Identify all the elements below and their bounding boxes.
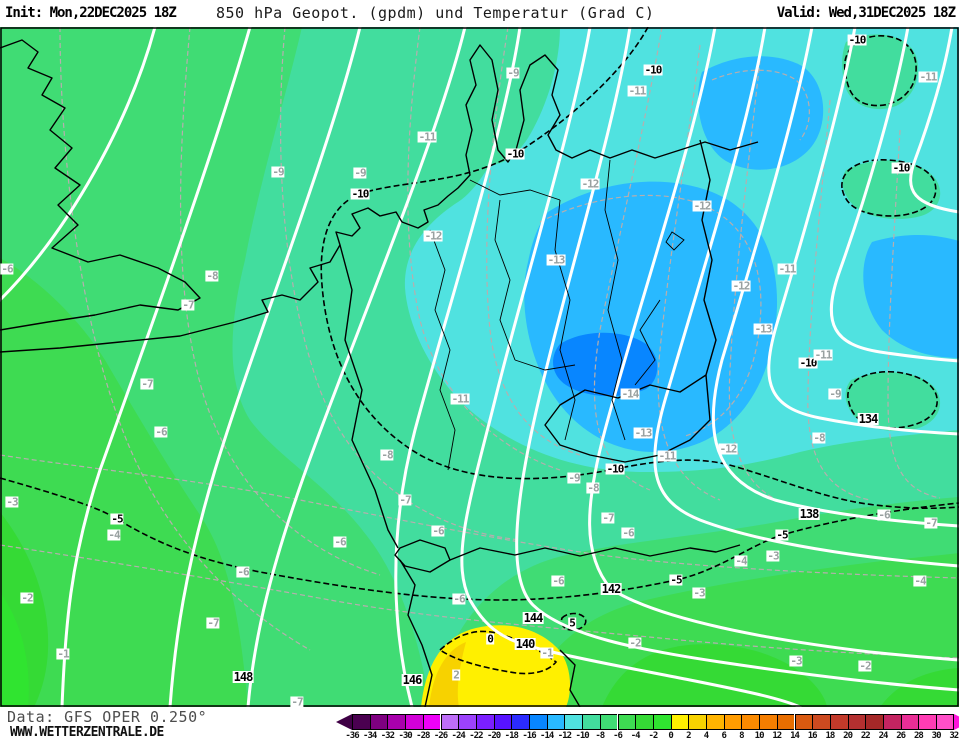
colorbar-tick-label: -22 — [469, 731, 483, 741]
colorbar-cell — [635, 714, 653, 730]
colorbar-tick-label: 0 — [668, 731, 674, 741]
colorbar-cell — [812, 714, 830, 730]
map-footer: Data: GFS OPER 0.250° WWW.WETTERZENTRALE… — [0, 707, 959, 741]
map-graphic — [0, 27, 959, 707]
colorbar-tick-label: -34 — [363, 731, 377, 741]
colorbar-cell — [900, 714, 919, 730]
colorbar-tick-label: 4 — [703, 731, 710, 741]
warm-bands-west — [0, 258, 248, 707]
colorbar-cell — [369, 714, 388, 730]
state-borders — [429, 159, 685, 471]
colorbar-tick-label: 20 — [843, 731, 853, 741]
colorbar-tick-label: 6 — [721, 731, 727, 741]
colorbar-cell — [776, 714, 795, 730]
colorbar-cell — [493, 714, 512, 730]
colorbar-tick-label: 10 — [754, 731, 765, 741]
colorbar-tick-label: 24 — [878, 731, 889, 741]
colorbar-cell — [599, 714, 618, 730]
colorbar-tick-label: -36 — [345, 731, 359, 741]
colorbar-tick-label: -18 — [504, 731, 519, 741]
colorbar-tick-label: -16 — [522, 731, 536, 741]
colorbar-tick-label: 32 — [949, 731, 959, 741]
colorbar-tick-label: -12 — [557, 731, 572, 741]
colorbar-tick-label: 28 — [913, 731, 924, 741]
colorbar-cell — [405, 714, 423, 730]
colorbar-cell — [759, 714, 777, 730]
colorbar-tick-label: -8 — [595, 731, 605, 741]
colorbar-cell — [546, 714, 565, 730]
colorbar-tick-label: 12 — [772, 731, 782, 741]
colorbar-tick-label: -4 — [630, 731, 641, 741]
colorbar-cell — [723, 714, 742, 730]
colorbar-cell — [440, 714, 459, 730]
colorbar-tick-label: -30 — [398, 731, 412, 741]
colorbar-tick-label: 2 — [686, 731, 692, 741]
colorbar-tick-label: 26 — [896, 731, 906, 741]
colorbar-tick-label: -20 — [486, 731, 501, 741]
colorbar-cell — [352, 714, 370, 730]
colorbar-cell — [652, 714, 671, 730]
colorbar-tick-label: -10 — [575, 731, 589, 741]
page-title: 850 hPa Geopot. (gpdm) und Temperatur (G… — [216, 4, 655, 22]
website-label: WWW.WETTERZENTRALE.DE — [10, 725, 164, 740]
colorbar-cell — [670, 714, 689, 730]
colorbar-cell — [511, 714, 529, 730]
colorbar-cell — [829, 714, 848, 730]
colorbar-tick-label: -14 — [540, 731, 554, 741]
colorbar-left-arrow — [336, 714, 352, 730]
colorbar-tick-label: -6 — [613, 731, 623, 741]
colorbar-right-arrow — [953, 714, 959, 730]
colorbar-cell — [847, 714, 866, 730]
weather-map-canvas: -6 -3 -2 -1 -5 -4 -7 -6 -7 -8 -7 -6 -9 -7 -6 -9 -10 -8 -7-… — [0, 27, 959, 708]
colorbar-cell — [706, 714, 724, 730]
colorbar-tick-label: -2 — [648, 731, 658, 741]
colorbar-tick-label: -28 — [416, 731, 430, 741]
colorbar-cell — [582, 714, 600, 730]
map-frame — [0, 27, 959, 707]
colorbar-cell — [475, 714, 494, 730]
colorbar-cell — [741, 714, 760, 730]
init-time-label: Init: Mon,22DEC2025 18Z — [5, 5, 177, 21]
colorbar-cell — [617, 714, 636, 730]
map-header: Init: Mon,22DEC2025 18Z 850 hPa Geopot. … — [0, 0, 959, 27]
colorbar-cell — [529, 714, 547, 730]
geopotential-contours — [0, 27, 959, 707]
temperature-colorbar: -36 -34 -32 -30 -28 -26 -24 -22 -20 -18 -16 -14 -12-… — [0, 707, 959, 741]
colorbar-tick-label: 18 — [825, 731, 835, 741]
colorbar-tick-label: -32 — [380, 731, 395, 741]
colorbar-cell — [688, 714, 706, 730]
colorbar-cell — [936, 714, 954, 730]
colorbar-cell — [458, 714, 476, 730]
colorbar-tick-label: -26 — [433, 731, 448, 741]
colorbar-cell — [794, 714, 813, 730]
data-source-label: Data: GFS OPER 0.250° — [7, 708, 208, 726]
colorbar-tick-label: 22 — [860, 731, 871, 741]
colorbar-cell — [564, 714, 583, 730]
colorbar-tick-label: 30 — [931, 731, 942, 741]
colorbar-cell — [865, 714, 883, 730]
colorbar-tick-label: 8 — [739, 731, 745, 741]
colorbar-cell — [422, 714, 441, 730]
country-borders — [0, 39, 759, 707]
colorbar-cell — [883, 714, 901, 730]
colorbar-cell — [918, 714, 937, 730]
valid-time-label: Valid: Wed,31DEC2025 18Z — [776, 5, 956, 21]
colorbar-tick-label: 16 — [807, 731, 818, 741]
colorbar-tick-label: 14 — [790, 731, 800, 741]
colorbar-cell — [387, 714, 406, 730]
colorbar-tick-label: -24 — [451, 731, 466, 741]
